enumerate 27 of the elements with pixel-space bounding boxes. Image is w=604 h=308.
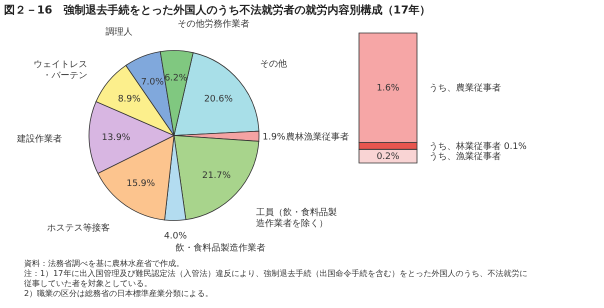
data-label: 6.2% <box>164 74 188 84</box>
series-label: うち、漁業従事者 <box>429 151 501 162</box>
text: うち、林業従事者 0.1% <box>429 142 527 152</box>
data-label: 4.0% <box>164 231 188 242</box>
data-label: 0.2% <box>376 152 400 162</box>
text: 資料：法務省調べを基に農林水産省で作成。 <box>24 259 184 268</box>
data-label: 1.6% <box>376 84 400 94</box>
chart-title: 図２－16 強制退去手続をとった外国人のうち不法就労者の就労内容別構成（17年） <box>4 4 431 17</box>
slice-label: その他労務作業者 <box>178 18 250 30</box>
data-label: 15.9% <box>126 179 156 190</box>
data-label: 20.6% <box>204 94 234 104</box>
series-label: うち、農業従事者 <box>429 82 501 94</box>
slice-label: ホステス等接客 <box>46 222 110 234</box>
slice-label: 調理人 <box>105 26 132 38</box>
slice-label: 飲・食料品製造作業者 <box>176 242 266 254</box>
text: 注：1）17年に出入国管理及び難民認定法（入管法）違反により、強制退去手続（出国命令手続を含む）をとった外国人のうち、不法就労に従事していた者を対象としている。 <box>24 269 528 288</box>
text: 2）職業の区分は総務省の日本標準産業分類による。 <box>24 289 214 298</box>
data-label: 1.9% <box>262 132 286 142</box>
data-label: 7.0% <box>140 78 164 88</box>
slice-label: その他 <box>260 58 287 70</box>
slice-label: 農林漁業従事者 <box>286 131 349 142</box>
data-label: 13.9% <box>102 132 131 143</box>
data-label: 8.9% <box>118 94 142 105</box>
slice-label: 建設作業者 <box>16 133 62 144</box>
slice-label: ウェイトレス・バーテン <box>34 60 88 82</box>
slice-label: 工員（飲・食料品製造作業者を除く） <box>256 206 337 229</box>
data-label: 21.7% <box>202 171 232 182</box>
